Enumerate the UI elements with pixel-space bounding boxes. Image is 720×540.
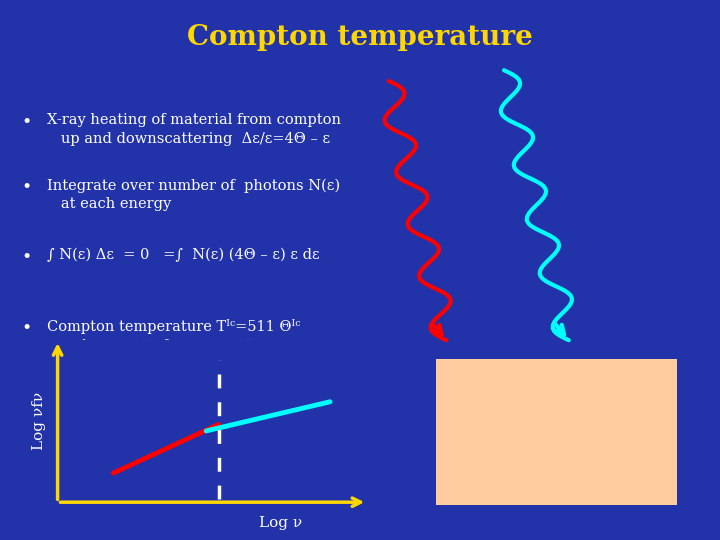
- Text: Log ν: Log ν: [259, 516, 302, 530]
- Text: X-ray heating of material from compton
   up and downscattering  Δε/ε=4Θ – ε: X-ray heating of material from compton u…: [47, 113, 341, 146]
- Text: •: •: [22, 319, 32, 336]
- Text: ∫ N(ε) Δε  = 0   =∫  N(ε) (4Θ – ε) ε dε: ∫ N(ε) Δε = 0 =∫ N(ε) (4Θ – ε) ε dε: [47, 248, 320, 262]
- Text: Log νfν: Log νfν: [32, 392, 46, 450]
- Text: Compton temperature: Compton temperature: [187, 24, 533, 51]
- Text: Integrate over number of  photons N(ε)
   at each energy: Integrate over number of photons N(ε) at…: [47, 178, 340, 211]
- Text: Compton temperature Tᴵᶜ=511 Θᴵᶜ
   4Θᴵᶜ=∫  N(ε) ε² dε / ∫  N(ε) εdε: Compton temperature Tᴵᶜ=511 Θᴵᶜ 4Θᴵᶜ=∫ N…: [47, 319, 300, 353]
- Text: •: •: [22, 113, 32, 131]
- Text: •: •: [22, 248, 32, 266]
- Text: •: •: [22, 178, 32, 196]
- Bar: [436, 359, 677, 505]
